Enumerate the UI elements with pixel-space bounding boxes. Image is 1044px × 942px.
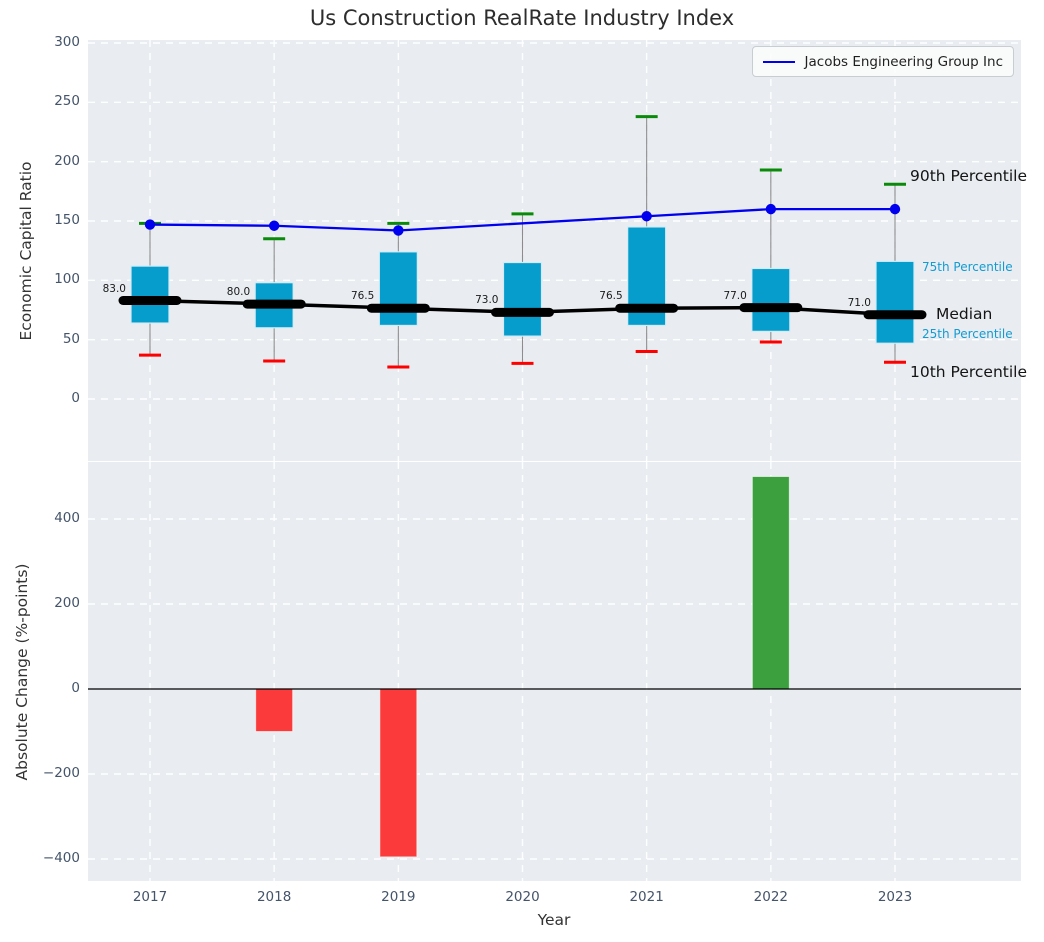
median-value-label-2019: 76.5 <box>350 290 375 303</box>
bottom-y-tick-label: 400 <box>54 510 80 526</box>
annotation-75th-percentile: 75th Percentile <box>922 260 1013 274</box>
top-y-tick-label: 100 <box>54 271 80 288</box>
bottom-y-tick-label: 200 <box>54 595 80 611</box>
top-y-tick-label: 250 <box>54 93 80 110</box>
company-point <box>144 219 156 230</box>
bottom-y-tick-label: 0 <box>71 680 80 696</box>
company-point <box>765 203 777 215</box>
median-value-label-2021: 76.5 <box>599 290 623 303</box>
change-bar-2019 <box>379 688 418 858</box>
top-y-tick-label: 150 <box>54 211 80 228</box>
median-value-label-2017: 83.0 <box>102 282 126 295</box>
legend-label: Jacobs Engineering Group Inc <box>804 53 1003 70</box>
annotation-25th-percentile: 25th Percentile <box>922 327 1013 341</box>
iqr-box-2017 <box>130 265 170 324</box>
x-tick-label-2020: 2020 <box>505 889 540 905</box>
median-value-label-2023: 71.0 <box>847 296 871 309</box>
annotation-median: Median <box>936 305 993 323</box>
legend: Jacobs Engineering Group Inc <box>751 46 1014 77</box>
top-y-axis-label: Economic Capital Ratio <box>17 161 35 341</box>
annotation-90th-percentile: 90th Percentile <box>910 167 1028 185</box>
x-tick-label-2019: 2019 <box>381 889 416 905</box>
company-point <box>889 203 901 215</box>
bottom-y-tick-label: −200 <box>42 765 80 781</box>
median-value-label-2022: 77.0 <box>723 289 747 302</box>
company-point <box>641 211 652 222</box>
company-line <box>149 207 896 232</box>
annotation-10th-percentile: 10th Percentile <box>910 363 1028 381</box>
top-y-tick-label: 50 <box>62 330 80 347</box>
iqr-box-2022 <box>751 267 791 332</box>
bottom-y-tick-label: −400 <box>42 850 80 866</box>
top-y-tick-label: 200 <box>54 152 80 169</box>
legend-line-icon <box>762 60 795 63</box>
change-bar-2018 <box>255 688 294 732</box>
absolute-change-plot <box>88 462 1021 881</box>
page-title: Us Construction RealRate Industry Index <box>309 6 735 30</box>
x-tick-label-2021: 2021 <box>629 889 664 905</box>
x-tick-label-2022: 2022 <box>753 889 788 905</box>
industry-index-svg <box>88 40 1021 461</box>
x-axis-label: Year <box>537 911 571 929</box>
top-y-tick-label: 0 <box>71 390 80 406</box>
top-y-tick-label: 300 <box>54 33 80 50</box>
iqr-box-2023 <box>875 260 915 344</box>
x-tick-label-2018: 2018 <box>256 889 292 905</box>
median-value-label-2020: 73.0 <box>475 294 499 307</box>
absolute-change-svg <box>88 462 1021 881</box>
x-tick-label-2023: 2023 <box>877 889 913 905</box>
median-value-label-2018: 80.0 <box>226 286 251 299</box>
iqr-box-2019 <box>378 251 418 327</box>
industry-index-plot <box>88 40 1021 461</box>
iqr-box-2020 <box>502 261 543 337</box>
company-point <box>393 225 404 236</box>
change-bar-2022 <box>751 476 790 690</box>
x-tick-label-2017: 2017 <box>132 889 168 905</box>
company-point <box>268 220 280 231</box>
